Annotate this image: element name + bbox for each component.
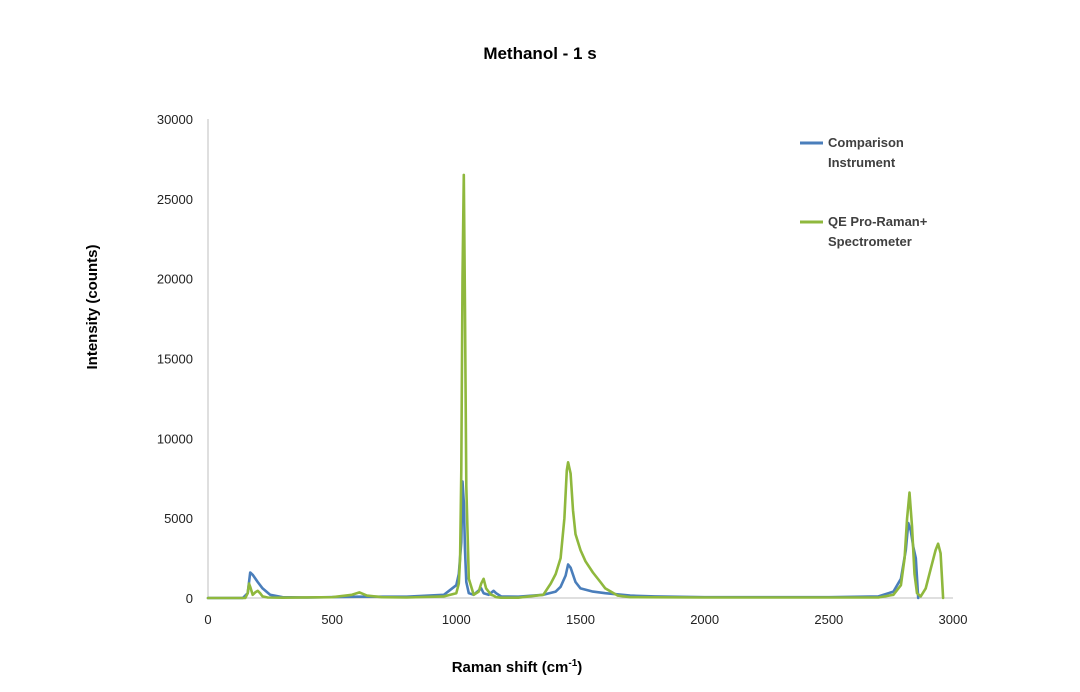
x-axis-title-superscript: -1	[568, 658, 577, 669]
y-tick-label: 25000	[157, 192, 193, 207]
x-axis-title-close: )	[577, 659, 582, 676]
series-line-2	[206, 173, 945, 600]
legend: Comparison Instrument QE Pro-Raman+ Spectro…	[800, 135, 928, 249]
x-tick-label: 500	[321, 612, 343, 627]
chart-title: Methanol - 1 s	[483, 44, 596, 63]
legend-label-1: Instrument	[828, 155, 896, 170]
x-tick-label: 1000	[442, 612, 471, 627]
legend-label-2: QE Pro-Raman+	[828, 214, 928, 229]
legend-label-2: Spectrometer	[828, 234, 912, 249]
x-tick-label: 3000	[939, 612, 968, 627]
x-tick-label: 0	[204, 612, 211, 627]
x-axis-title: Raman shift (cm-1)	[452, 658, 583, 676]
y-axis-title: Intensity (counts)	[84, 244, 101, 369]
y-tick-label: 5000	[164, 511, 193, 526]
y-tick-label: 15000	[157, 352, 193, 367]
y-tick-labels: 0 5000 10000 15000 20000 25000 30000	[157, 112, 193, 606]
series-layer	[206, 173, 945, 600]
y-tick-label: 10000	[157, 431, 193, 446]
y-tick-label: 20000	[157, 272, 193, 287]
legend-label-1: Comparison	[828, 135, 904, 150]
y-tick-label: 0	[186, 591, 193, 606]
x-tick-labels: 0 500 1000 1500 2000 2500 3000	[204, 612, 967, 627]
x-tick-label: 2500	[814, 612, 843, 627]
x-axis-title-main: Raman shift (cm	[452, 659, 569, 676]
y-tick-label: 30000	[157, 112, 193, 127]
x-tick-label: 2000	[690, 612, 719, 627]
x-tick-label: 1500	[566, 612, 595, 627]
